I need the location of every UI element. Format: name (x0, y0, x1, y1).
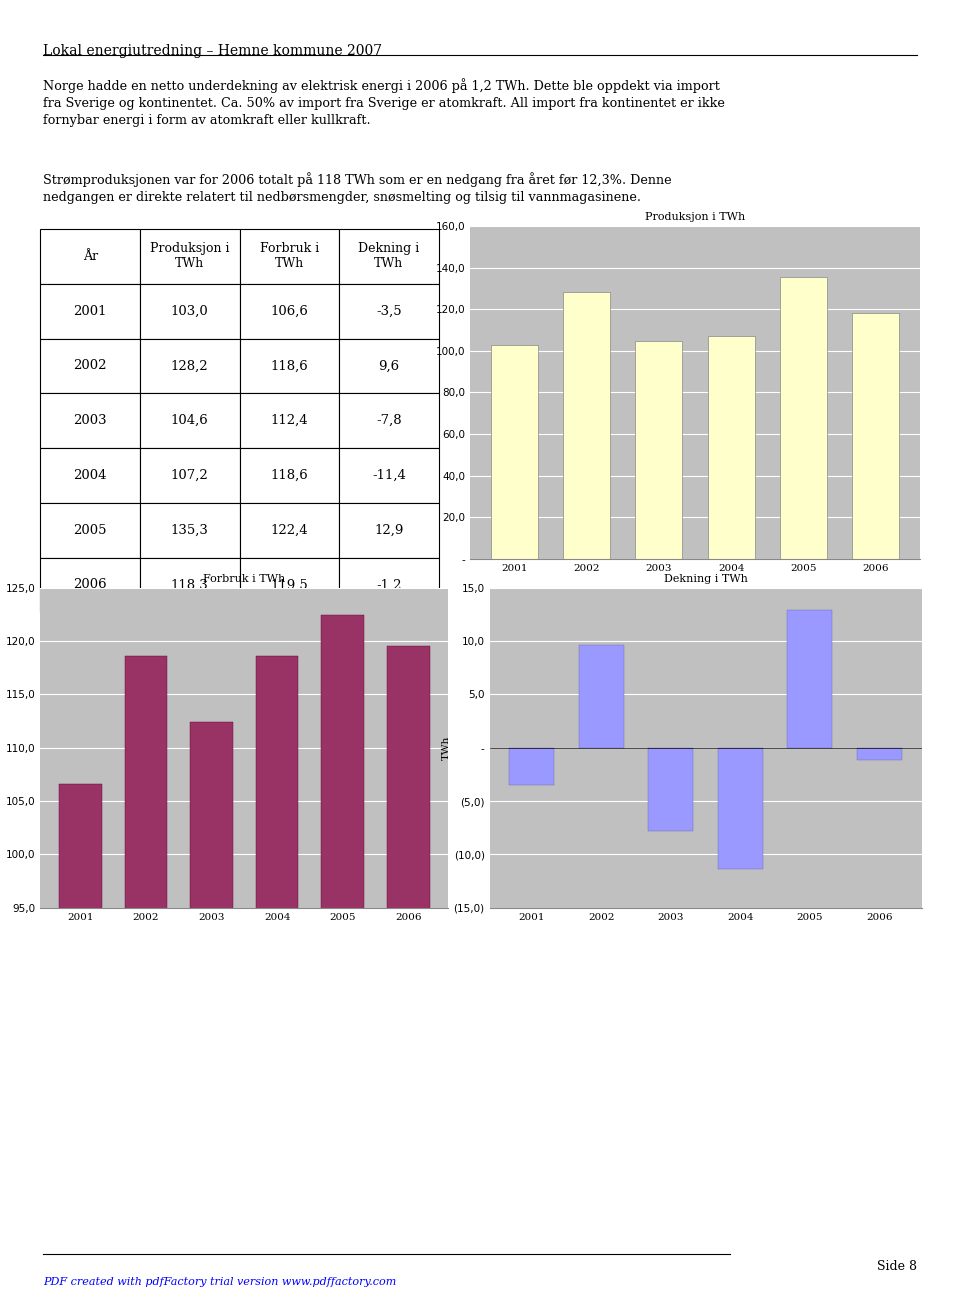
Title: Produksjon i TWh: Produksjon i TWh (645, 213, 745, 222)
Bar (190, 722, 233, 1306)
Text: Side 8: Side 8 (876, 1260, 917, 1273)
Title: Forbruk i TWh: Forbruk i TWh (204, 575, 285, 584)
Text: Lokal energiutredning – Hemne kommune 2007: Lokal energiutredning – Hemne kommune 20… (43, 44, 382, 59)
Text: Norge hadde en netto underdekning av elektrisk energi i 2006 på 1,2 TWh. Dette b: Norge hadde en netto underdekning av ele… (43, 78, 725, 127)
Bar (636, 341, 683, 559)
Bar (780, 277, 827, 559)
Bar (125, 656, 167, 1306)
Bar (708, 336, 755, 559)
Bar (564, 293, 611, 559)
Bar (579, 645, 624, 747)
Y-axis label: TWh: TWh (442, 735, 451, 760)
Bar (856, 747, 902, 760)
Text: PDF created with pdfFactory trial version www.pdffactory.com: PDF created with pdfFactory trial versio… (43, 1277, 396, 1288)
Text: Strømproduksjonen var for 2006 totalt på 118 TWh som er en nedgang fra året før : Strømproduksjonen var for 2006 totalt på… (43, 172, 672, 204)
Bar (509, 747, 555, 785)
Bar (255, 656, 299, 1306)
Bar (491, 345, 538, 559)
Bar (322, 615, 364, 1306)
Bar (648, 747, 693, 831)
Title: Dekning i TWh: Dekning i TWh (663, 575, 748, 584)
Bar (718, 747, 763, 870)
Bar (59, 784, 102, 1306)
Bar (787, 610, 832, 747)
Bar (852, 312, 900, 559)
Bar (387, 646, 430, 1306)
